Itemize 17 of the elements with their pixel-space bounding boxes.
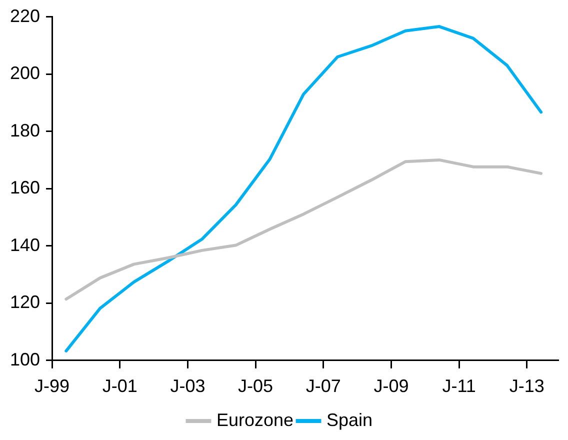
x-tick-label: J-03	[170, 376, 206, 396]
x-tick-label: J-07	[306, 376, 341, 396]
y-tick-label: 140	[10, 234, 40, 255]
x-tick-label: J-11	[442, 376, 476, 396]
y-tick-label: 100	[10, 349, 40, 370]
x-tick-label: J-09	[374, 376, 409, 396]
legend-label: Eurozone	[216, 410, 294, 430]
y-tick-label: 220	[10, 6, 40, 26]
y-tick-label: 120	[10, 292, 40, 312]
y-tick-label: 200	[10, 63, 40, 84]
legend-label: Spain	[326, 410, 373, 430]
x-tick-label: J-99	[34, 376, 70, 396]
x-tick-label: J-13	[509, 376, 544, 396]
x-tick-label: J-05	[238, 376, 274, 396]
y-tick-label: 160	[10, 178, 40, 198]
y-tick-label: 180	[10, 120, 40, 140]
x-tick-label: J-01	[102, 376, 138, 396]
